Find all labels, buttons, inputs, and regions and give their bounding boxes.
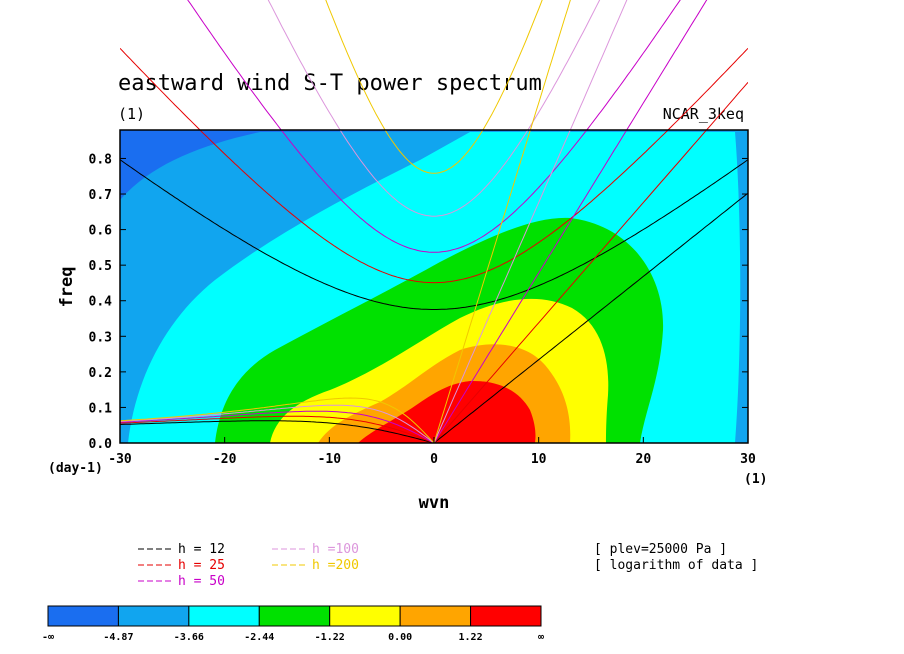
contour-fill [120,130,748,443]
curve-rossby-h50 [120,410,435,443]
curve-kelvin-h25 [433,81,748,443]
curve-rossby-h12 [120,420,435,443]
colorbar-label: -∞ [42,632,54,643]
colorbar-swatch [258,605,331,627]
legend-label: h =200 [312,558,359,573]
legend-label: h = 25 [178,558,225,573]
legend-label: h = 50 [178,574,225,589]
curve-kelvin-h12 [433,192,748,443]
curve-inertia-gravity-h25 [120,47,748,284]
colorbar-label: -2.44 [244,632,274,643]
x-axis-label: wvn [419,493,450,513]
curve-kelvin-h50 [433,0,708,443]
y-tick-label: 0.2 [89,366,112,381]
colorbar-swatch [188,605,260,627]
curve-inertia-gravity-h12 [120,159,748,310]
subtitle-right: NCAR_3keq [663,105,744,123]
dispersion-curves [120,0,748,443]
y-tick-label: 0.8 [89,152,113,167]
y-axis-label: freq [57,267,77,308]
curve-inertia-gravity-h50 [187,0,681,253]
curve-kelvin-h100 [433,0,628,443]
colorbar-label: -1.22 [315,632,345,643]
curve-rossby-h200 [120,397,435,443]
curve-rossby-h100 [120,404,435,443]
y-tick-label: 0.0 [89,437,113,452]
colorbar-label: 1.22 [459,632,483,643]
y-tick-label: 0.4 [89,295,113,310]
colorbar-label: ∞ [538,632,544,643]
x-tick-label: -10 [318,452,342,467]
x-tick-label: 0 [430,452,438,467]
colorbar-label: 0.00 [388,632,412,643]
colorbar-label: -4.87 [103,632,133,643]
subtitle-left: (1) [118,105,145,123]
x-tick-label: 10 [531,452,547,467]
colorbar-swatch [47,605,119,627]
y-tick-label: 0.1 [89,401,113,416]
y-tick-label: 0.7 [89,188,112,203]
colorbar-swatch [117,605,190,627]
annotation-log: [ logarithm of data ] [594,558,758,573]
colorbar: -∞ -4.87 -3.66 -2.44 -1.22 0.00 1.22 ∞ [42,605,544,643]
y-tick-label: 0.6 [89,224,113,239]
colorbar-swatch [329,605,401,627]
annotation-plev: [ plev=25000 Pa ] [594,542,727,557]
chart-title: eastward wind S-T power spectrum [118,71,542,96]
legend-label: h =100 [312,542,359,557]
x-tick-label: 20 [636,452,652,467]
x-tick-label: -30 [108,452,132,467]
curve-inertia-gravity-h200 [325,0,543,174]
colorbar-swatch [470,605,542,627]
legend-label: h = 12 [178,542,225,557]
x-unit-label: (1) [744,472,767,487]
colorbar-label: -3.66 [174,632,204,643]
curve-inertia-gravity-h100 [267,0,601,217]
y-tick-label: 0.3 [89,330,112,345]
curve-kelvin-h200 [433,0,571,443]
curve-rossby-h25 [120,415,435,443]
y-axis: 0.0 0.1 0.2 0.3 0.4 0.5 0.6 0.7 0.8 [89,152,748,452]
y-tick-label: 0.5 [89,259,112,274]
x-tick-label: 30 [740,452,756,467]
x-axis: -30 -20 -10 0 10 20 30 [108,437,756,467]
x-tick-label: -20 [213,452,237,467]
y-unit-label: (day-1) [48,461,103,476]
colorbar-swatch [399,605,472,627]
